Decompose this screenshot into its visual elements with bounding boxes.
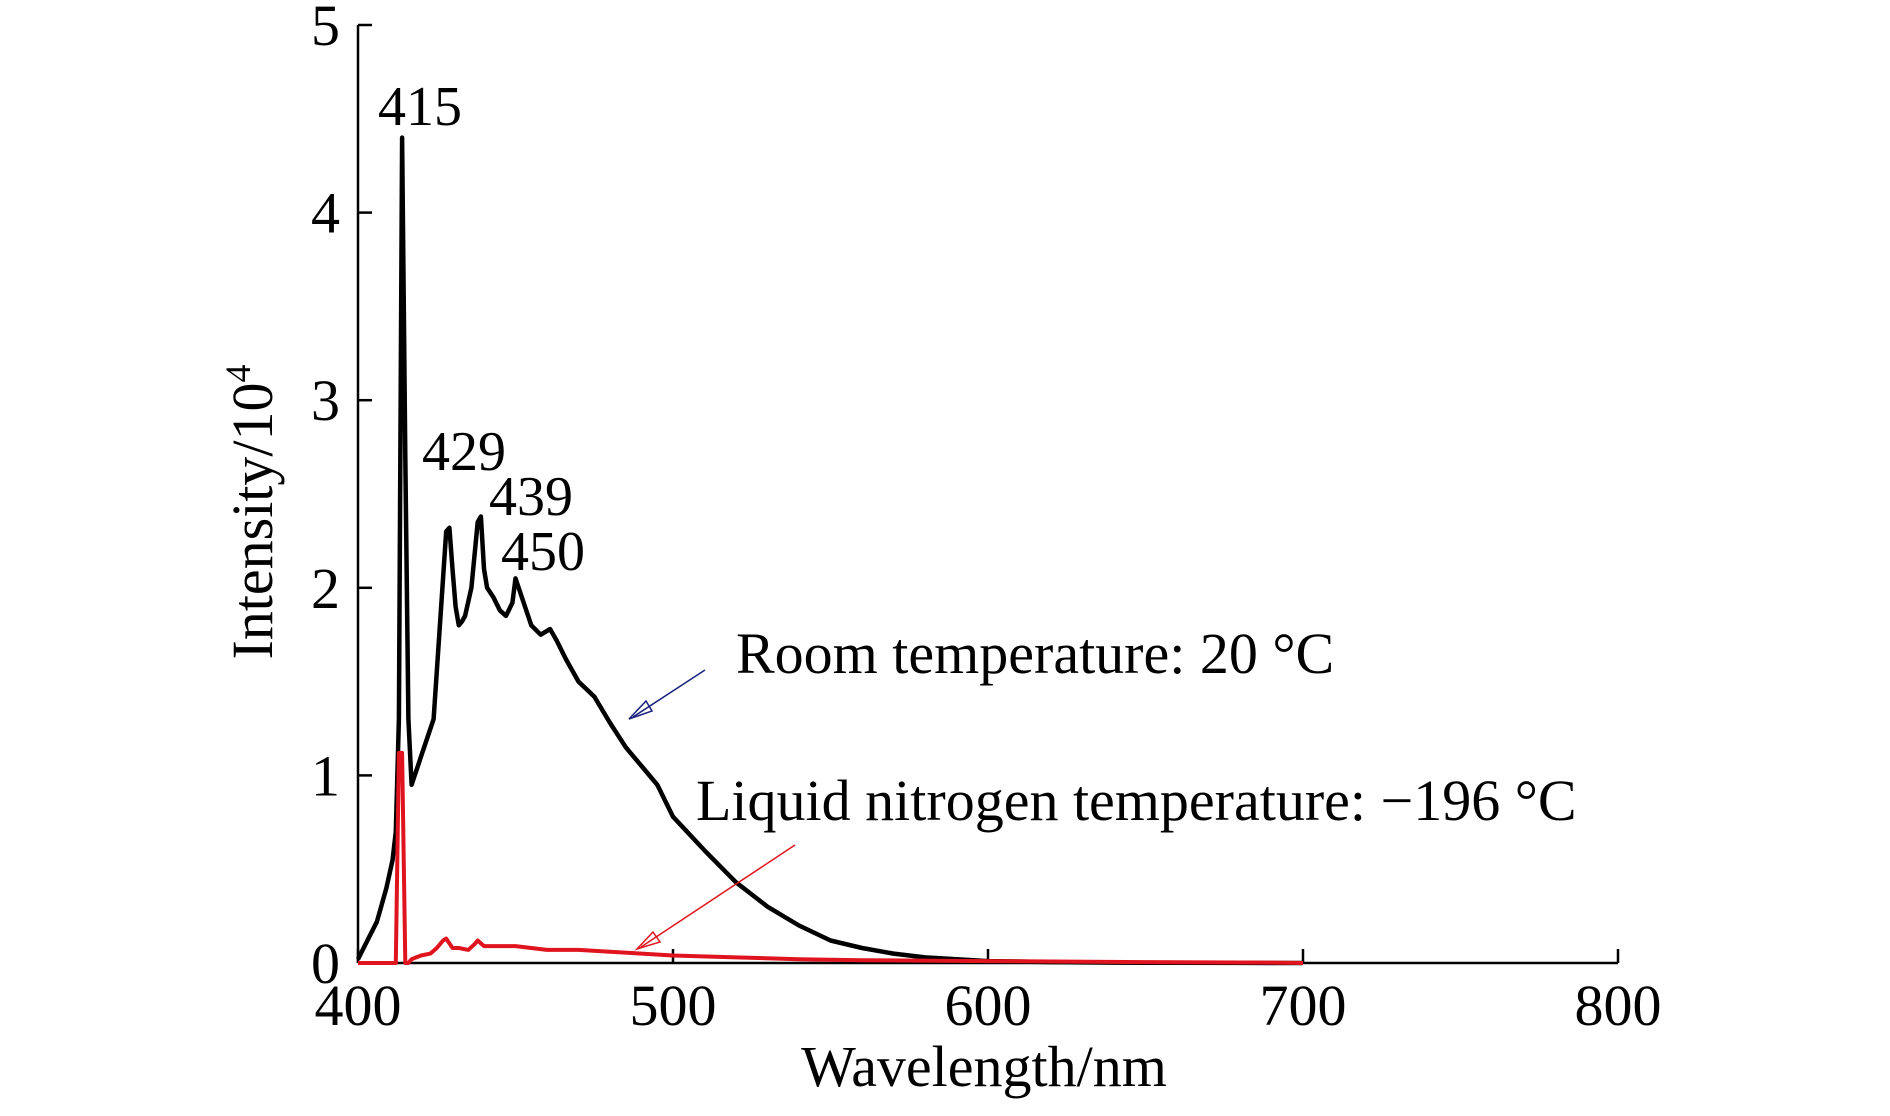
- annotation-room-temperature: Room temperature: 20 °C: [736, 621, 1334, 686]
- x-tick-label: 600: [945, 973, 1032, 1038]
- series-lines: [355, 135, 1304, 966]
- labels: Wavelength/nm Intensity/104 415 429 439 …: [218, 76, 1577, 1099]
- y-axis-title: Intensity/104: [218, 364, 285, 659]
- peak-label-429: 429: [422, 421, 506, 483]
- x-tick-label: 400: [315, 973, 402, 1038]
- y-axis-title-superscript: 4: [218, 364, 258, 382]
- x-tick-label: 800: [1575, 973, 1662, 1038]
- y-tick-label: 3: [311, 368, 340, 433]
- annotation-liquid-nitrogen: Liquid nitrogen temperature: −196 °C: [696, 768, 1577, 833]
- y-axis-title-main: Intensity/10: [220, 382, 285, 659]
- series-line-liquid-nitrogen: [358, 750, 1304, 965]
- x-axis-title: Wavelength/nm: [801, 1034, 1167, 1099]
- series-line-room-temperature: [355, 135, 1304, 966]
- x-tick-label: 700: [1260, 973, 1347, 1038]
- arrow-liquid-nitrogen: [634, 844, 796, 951]
- y-tick-label: 1: [311, 743, 340, 808]
- peak-label-415: 415: [378, 76, 462, 138]
- y-tick-label: 5: [311, 0, 340, 58]
- peak-label-439: 439: [489, 466, 573, 528]
- y-tick-label: 0: [311, 931, 340, 996]
- x-tick-label: 500: [630, 973, 717, 1038]
- y-tick-label: 4: [311, 181, 340, 246]
- peak-label-450: 450: [501, 521, 585, 583]
- ticks: 400 500 600 700 800 0 1 2 3 4 5: [311, 0, 1662, 1038]
- y-tick-label: 2: [311, 556, 340, 621]
- arrow-room-temperature: [628, 669, 706, 720]
